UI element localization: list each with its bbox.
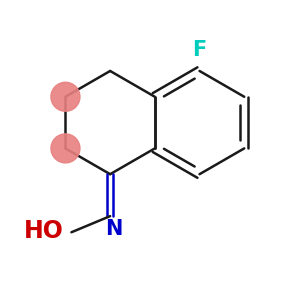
Text: N: N [105, 219, 122, 239]
Text: F: F [192, 40, 207, 60]
Text: HO: HO [23, 219, 63, 243]
Circle shape [51, 134, 80, 163]
Circle shape [51, 82, 80, 111]
